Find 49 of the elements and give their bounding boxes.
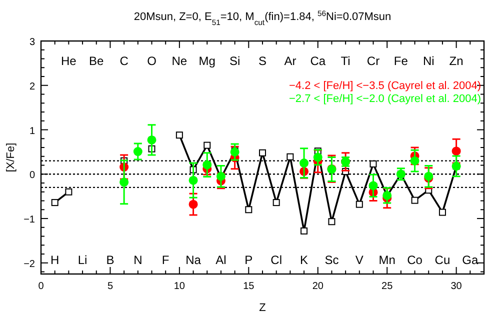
annotation: He	[61, 54, 77, 68]
y-tick-label: 3	[29, 37, 36, 48]
x-tick-label: 25	[382, 281, 394, 292]
x-tick-label: 15	[243, 281, 255, 292]
annotation: Sc	[324, 253, 339, 268]
annotation: Ne	[172, 54, 188, 68]
annotation: Ni	[422, 54, 434, 68]
y-tick-label: −2	[24, 258, 36, 270]
x-tick-label: 10	[174, 281, 186, 292]
x-tick-label: 20	[312, 281, 324, 292]
annotation: Ga	[462, 253, 478, 268]
chart-title: 20Msun, Z=0, E$_{51}$=10, M$_{cut}$(fin)=1.84, $^{56}$Ni=0.07Msun	[134, 8, 392, 26]
y-tick-label: 2	[29, 81, 36, 92]
annotation: Mg	[198, 54, 216, 68]
annotation: Ca	[310, 54, 326, 68]
annotation: Li	[78, 253, 88, 268]
annotation: Co	[407, 253, 423, 268]
annotation: Cu	[434, 253, 450, 268]
annotation: Na	[186, 253, 202, 268]
text: −4.2 < [Fe/H] <−3.5 (Cayrel et al. 2004)	[289, 80, 481, 92]
annotation: C	[120, 54, 129, 68]
annotation: H	[50, 253, 60, 268]
annotation: F	[162, 253, 170, 268]
annotation: Cl	[270, 253, 282, 268]
annotation: Al	[216, 253, 226, 268]
x-axis-title: Z	[259, 302, 266, 314]
y-axis-title: [X/Fe]	[5, 142, 17, 172]
annotation: P	[244, 253, 253, 268]
annotation: Be	[89, 54, 104, 68]
annotation: S	[258, 54, 267, 68]
annotation: Mn	[378, 253, 396, 268]
annotation: V	[355, 253, 364, 268]
annotation: K	[300, 253, 308, 268]
annotation: O	[147, 54, 156, 68]
x-tick-label: 0	[38, 281, 44, 292]
annotation: N	[134, 253, 142, 268]
annotation: Ti	[340, 54, 350, 68]
y-tick-label: −1	[24, 214, 36, 226]
x-tick-label: 5	[107, 281, 114, 292]
annotation: Zn	[449, 54, 464, 68]
annotation: B	[106, 253, 114, 268]
text: −2.7 < [Fe/H] <−2.0 (Cayrel et al. 2004)	[289, 93, 481, 105]
x-tick-label: 30	[450, 281, 462, 292]
annotation: Fe	[394, 54, 408, 68]
y-tick-label: 1	[29, 126, 36, 137]
annotation: Si	[229, 54, 240, 68]
y-tick-label: 0	[29, 170, 36, 182]
annotation: Ar	[284, 54, 296, 68]
annotation: Cr	[366, 54, 380, 68]
